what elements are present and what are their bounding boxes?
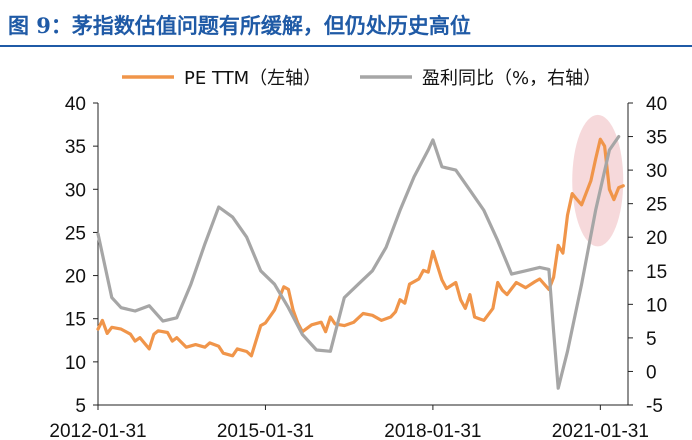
right-tick-label: -5 xyxy=(646,396,663,417)
left-tick-label: 5 xyxy=(75,396,86,417)
left-tick-label: 35 xyxy=(65,137,86,158)
pe-ttm-line xyxy=(96,137,625,358)
left-tick-label: 15 xyxy=(65,310,86,331)
x-tick-label: 2018-01-31 xyxy=(384,421,481,440)
highlight-ellipse xyxy=(572,114,624,247)
x-tick-label: 2012-01-31 xyxy=(49,421,146,440)
left-tick-label: 30 xyxy=(65,180,86,201)
x-tick-label: 2021-01-31 xyxy=(552,421,649,440)
right-tick-label: 0 xyxy=(646,362,657,383)
right-tick-label: 20 xyxy=(646,228,667,249)
right-tick-label: 25 xyxy=(646,195,667,216)
earnings-yoy-line xyxy=(96,135,621,390)
right-tick-label: 15 xyxy=(646,262,667,283)
right-tick-label: 30 xyxy=(646,161,667,182)
title-underline xyxy=(0,45,692,47)
legend-label: 盈利同比（%，右轴） xyxy=(422,68,601,89)
highlight-layer xyxy=(572,114,624,247)
left-tick-label: 10 xyxy=(65,353,86,374)
left-tick-label: 40 xyxy=(65,94,86,115)
right-tick-label: 5 xyxy=(646,329,657,350)
legend-label: PE TTM（左轴） xyxy=(184,68,321,89)
left-tick-label: 25 xyxy=(65,223,86,244)
right-tick-label: 40 xyxy=(646,94,667,115)
left-tick-label: 20 xyxy=(65,267,86,288)
series-layer xyxy=(96,135,625,390)
figure-title: 图 9：茅指数估值问题有所缓解，但仍处历史高位 xyxy=(8,13,471,38)
axes-layer: 5 10 15 20 25 30 35 40 -5 0 5 10 15 20 25 30 35 40 2012-01… xyxy=(49,94,667,440)
right-tick-label: 10 xyxy=(646,295,667,316)
chart-legend: PE TTM（左轴） 盈利同比（%，右轴） xyxy=(122,68,601,89)
right-tick-label: 35 xyxy=(646,128,667,149)
x-tick-label: 2015-01-31 xyxy=(217,421,314,440)
